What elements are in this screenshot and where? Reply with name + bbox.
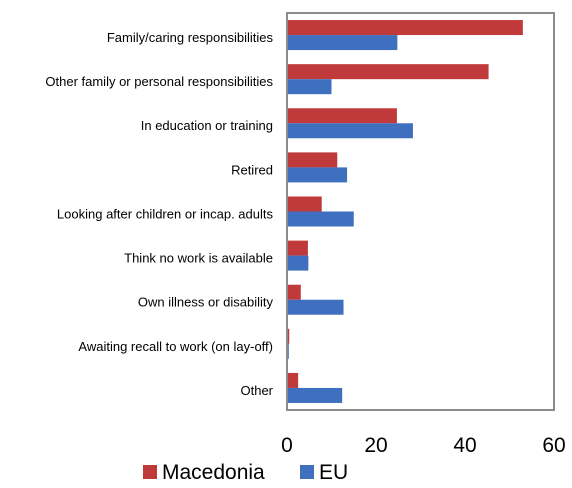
category-label: Other family or personal responsibilitie… (45, 74, 273, 89)
bar-macedonia-6 (287, 284, 301, 300)
bar-eu-8 (287, 387, 343, 403)
legend-swatch-macedonia (143, 465, 157, 479)
x-axis-ticks: 0 20 40 60 (281, 434, 566, 457)
bar-eu-5 (287, 255, 309, 271)
legend-label-eu: EU (319, 461, 348, 483)
category-label: Family/caring responsibilities (107, 30, 274, 45)
category-label: Awaiting recall to work (on lay-off) (78, 339, 273, 354)
category-label: Own illness or disability (138, 295, 274, 310)
bar-eu-1 (287, 79, 332, 95)
legend-swatch-eu (300, 465, 314, 479)
legend-label-macedonia: Macedonia (162, 461, 265, 483)
x-tick-label: 40 (453, 434, 476, 457)
bar-macedonia-7 (287, 328, 290, 344)
bar-macedonia-1 (287, 64, 489, 80)
bar-eu-6 (287, 299, 344, 315)
category-label: Looking after children or incap. adults (57, 206, 274, 221)
x-tick-label: 60 (542, 434, 565, 457)
bar-macedonia-0 (287, 20, 523, 36)
category-label: In education or training (141, 118, 273, 133)
plot-frame (286, 12, 555, 411)
bar-macedonia-2 (287, 108, 397, 124)
x-tick-label: 20 (364, 434, 387, 457)
bars (287, 20, 523, 403)
category-labels: Family/caring responsibilities Other fami… (45, 30, 273, 398)
bar-macedonia-4 (287, 196, 322, 212)
category-label: Retired (231, 162, 273, 177)
bar-eu-4 (287, 211, 354, 227)
x-tick-label: 0 (281, 434, 293, 457)
category-label: Think no work is available (124, 251, 273, 266)
bar-macedonia-5 (287, 240, 308, 256)
category-label: Other (240, 383, 273, 398)
bar-eu-2 (287, 123, 413, 139)
bar-macedonia-8 (287, 372, 299, 388)
legend: Macedonia EU (143, 461, 348, 484)
bar-eu-3 (287, 167, 348, 183)
bar-eu-0 (287, 35, 398, 51)
bar-macedonia-3 (287, 152, 338, 168)
